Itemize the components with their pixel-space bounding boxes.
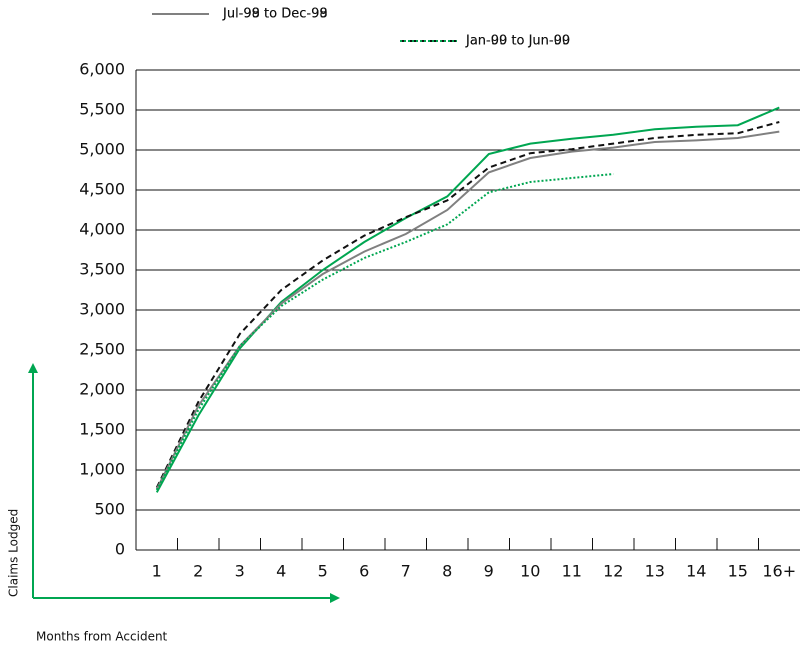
y-tick-label: 2,500 [79,340,125,359]
y-tick-label: 3,000 [79,300,125,319]
legend-label: Jul-98 to Dec-98 [222,7,328,22]
y-tick-label: 1,500 [79,420,125,439]
x-tick-label: 13 [645,562,665,581]
y-tick-label: 2,000 [79,380,125,399]
y-tick-label: 1,000 [79,460,125,479]
x-tick-label: 7 [401,562,411,581]
legend-label: Jan-99 to Jun-99 [465,34,570,49]
x-tick-label: 2 [193,562,203,581]
x-tick-label: 9 [484,562,494,581]
y-tick-label: 5,000 [79,140,125,159]
y-axis-label: Claims Lodged [7,509,21,597]
x-axis-label: Months from Accident [36,630,168,644]
y-tick-label: 4,500 [79,180,125,199]
y-tick-label: 0 [115,540,125,559]
legend-label: Jul-99 to Dec-99 [222,7,328,22]
series-line [155,106,780,493]
x-tick-label: 6 [359,562,369,581]
y-tick-label: 500 [94,500,125,519]
legend-label: Jan-00 to Jun-00 [465,34,570,49]
y-tick-label: 3,500 [79,260,125,279]
y-tick-label: 4,000 [79,220,125,239]
x-tick-label: 1 [152,562,162,581]
x-tick-label: 10 [520,562,540,581]
x-tick-label: 11 [562,562,582,581]
series-line [155,121,780,489]
x-tick-label: 3 [235,562,245,581]
y-tick-label: 5,500 [79,100,125,119]
x-tick-label: 4 [276,562,286,581]
x-tick-label: 16+ [762,562,796,581]
x-tick-label: 15 [728,562,748,581]
y-tick-label: 6,000 [79,60,125,79]
x-tick-label: 12 [603,562,623,581]
x-tick-label: 8 [442,562,452,581]
x-tick-label: 14 [686,562,706,581]
series-line [155,173,614,491]
x-tick-label: 5 [318,562,328,581]
